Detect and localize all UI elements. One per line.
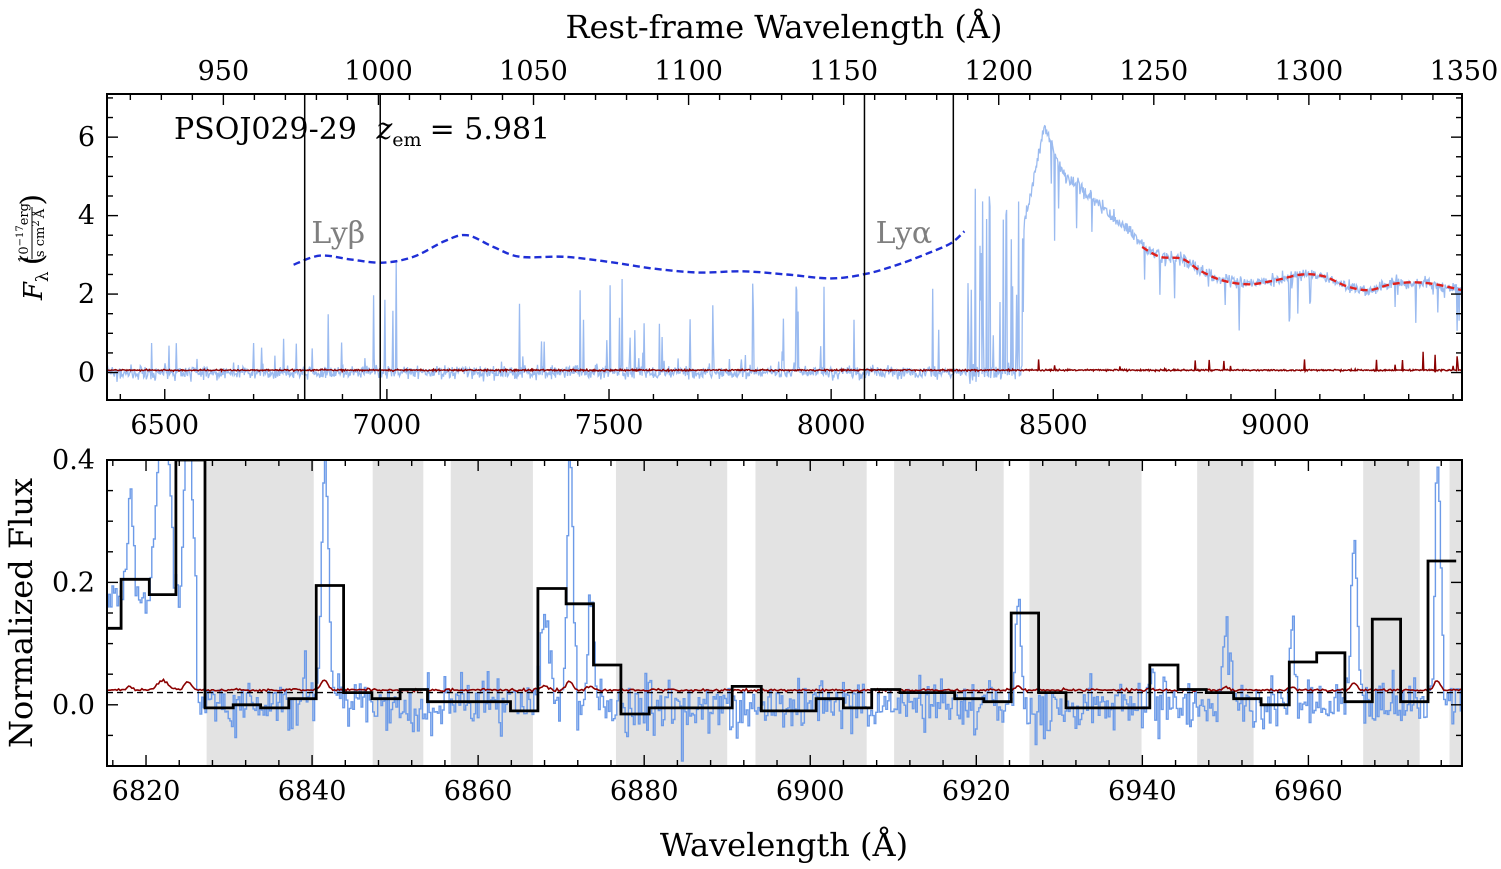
top-ticks — [107, 94, 1462, 400]
bottom-x-tick-label: 6820 — [112, 776, 181, 807]
bottom-plot-area — [107, 460, 1462, 766]
rest-frame-tick-label: 1350 — [1430, 56, 1499, 87]
shaded-region-6 — [1029, 460, 1142, 766]
top-y-tick-labels: 0 2 4 6 — [78, 122, 95, 388]
top-y-tick-label: 4 — [78, 201, 95, 232]
top-y-tick-label: 0 — [78, 358, 95, 389]
bottom-y-tick-label: 0.2 — [52, 567, 95, 598]
shaded-region-8 — [1363, 460, 1420, 766]
rest-frame-tick-label: 1250 — [1119, 56, 1188, 87]
top-y-axis-label: Fλ() 10−17erg s cm2Å — [15, 194, 53, 301]
bottom-panel: 6820 6840 6860 6880 6900 6920 6940 6960 0.00.20… — [2, 445, 1463, 864]
bottom-x-tick-label: 6960 — [1274, 776, 1343, 807]
top-flux-spectrum — [107, 124, 1462, 384]
shaded-region-5 — [894, 460, 1004, 766]
bottom-x-tick-labels: 6820 6840 6860 6880 6900 6920 6940 6960 — [112, 776, 1343, 807]
top-x-tick-label: 8000 — [797, 410, 866, 441]
ly-beta-label: Lyβ — [311, 216, 365, 251]
rest-frame-tick-label: 1100 — [654, 56, 723, 87]
rest-frame-tick-label: 1000 — [344, 56, 413, 87]
top-error-spectrum — [107, 351, 1462, 374]
bottom-ticks — [107, 459, 1462, 767]
top-axes-frame — [106, 93, 1463, 401]
bottom-x-tick-label: 6840 — [278, 776, 347, 807]
bottom-x-tick-label: 6880 — [610, 776, 679, 807]
bottom-y-tick-label: 0.4 — [52, 445, 95, 476]
rest-frame-tick-label: 1200 — [964, 56, 1033, 87]
red-continuum-fit — [1141, 245, 1462, 292]
rest-frame-axis-label: Rest-frame Wavelength (Å) — [566, 8, 1003, 46]
top-plot-area — [107, 94, 1462, 400]
top-x-tick-label: 8500 — [1019, 410, 1088, 441]
svg-text:Fλ(): Fλ() — [15, 194, 53, 301]
rest-frame-tick-label: 950 — [198, 56, 250, 87]
rest-frame-tick-label: 1300 — [1275, 56, 1344, 87]
bottom-error-spectrum — [107, 677, 1462, 694]
ly-alpha-label: Lyα — [876, 216, 933, 251]
top-x-tick-label: 6500 — [130, 410, 199, 441]
binned-flux-steps — [107, 460, 1457, 716]
top-y-tick-label: 6 — [78, 122, 95, 153]
shaded-region-1 — [372, 460, 424, 766]
svg-text:s cm2Å: s cm2Å — [31, 208, 48, 257]
rest-frame-tick-label: 1050 — [499, 56, 568, 87]
svg-text:10−17erg: 10−17erg — [15, 203, 32, 263]
bottom-y-tick-label: 0.0 — [52, 690, 95, 721]
top-y-tick-label: 2 — [78, 279, 95, 310]
top-x-tick-label: 7000 — [353, 410, 422, 441]
bottom-x-axis-label: Wavelength (Å) — [660, 826, 908, 864]
blue-continuum-fit — [293, 230, 966, 280]
top-x-tick-label: 9000 — [1241, 410, 1310, 441]
top-x-tick-label: 7500 — [575, 410, 644, 441]
bottom-y-tick-labels: 0.0 0.2 0.4 — [52, 445, 95, 721]
rest-frame-tick-label: 1150 — [809, 56, 878, 87]
bottom-y-axis-label: Normalized Flux — [2, 478, 40, 748]
top-x-tick-labels: 6500 7000 7500 8000 8500 9000 — [130, 410, 1309, 441]
object-label: PSOJ029-29 zem = 5.981 — [174, 112, 550, 151]
rest-frame-tick-labels: 950 1000 1050 1100 1150 1200 1250 1300 1350 — [198, 56, 1499, 87]
bottom-x-tick-label: 6900 — [776, 776, 845, 807]
bottom-flux-spectrum — [107, 460, 1462, 762]
top-panel: 6500 7000 7500 8000 8500 9000 0 2 4 6 950 1000 105… — [15, 8, 1498, 441]
bottom-x-tick-label: 6860 — [444, 776, 513, 807]
shaded-region-2 — [450, 460, 533, 766]
bottom-x-tick-label: 6940 — [1108, 776, 1177, 807]
bottom-x-tick-label: 6920 — [942, 776, 1011, 807]
shaded-region-4 — [755, 460, 867, 766]
